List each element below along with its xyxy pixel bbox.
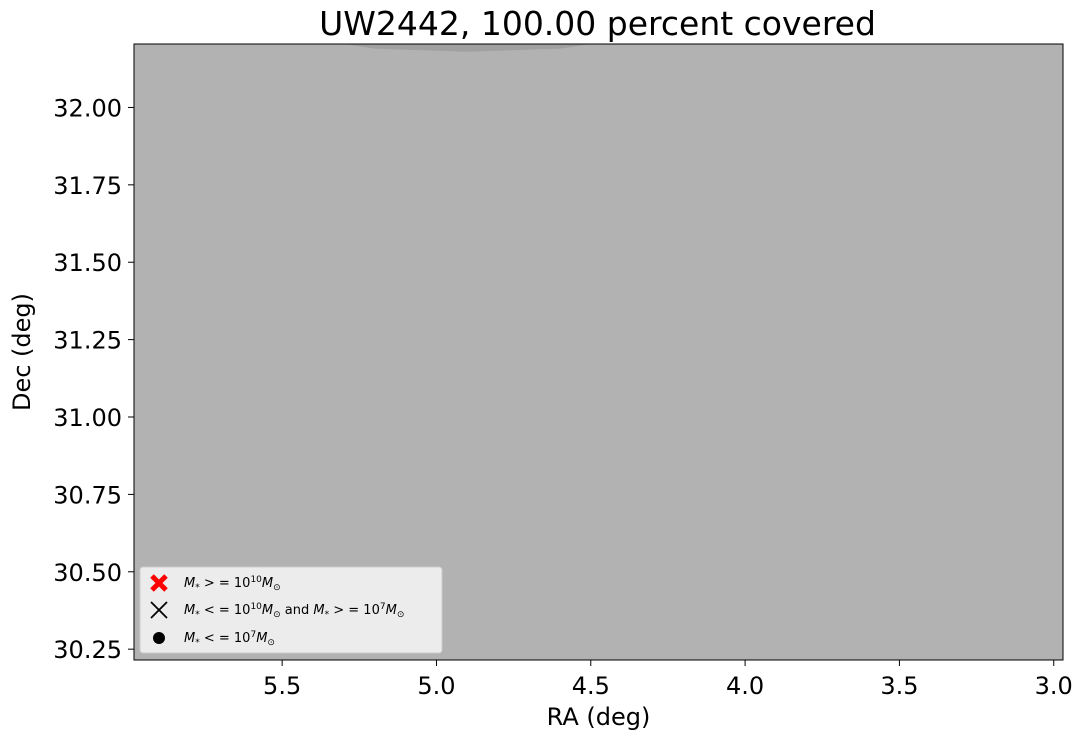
x-tick-label: 5.0 — [417, 672, 455, 700]
y-tick-label: 30.25 — [53, 636, 122, 664]
x-axis: 5.5 5.0 4.5 4.0 3.5 3.0 — [263, 660, 1073, 700]
plot-area — [133, 43, 1064, 661]
axes-frame — [133, 43, 1064, 661]
legend-marker-thin-x — [150, 601, 168, 619]
y-tick-label: 31.00 — [53, 404, 122, 432]
y-tick-label: 31.25 — [53, 327, 122, 355]
x-tick-label: 3.0 — [1035, 672, 1073, 700]
chart-title: UW2442, 100.00 percent covered — [319, 4, 876, 43]
legend-marker-dot — [153, 632, 165, 644]
legend-label: M* > = 1010M⊙ — [184, 575, 281, 593]
y-tick-label: 31.75 — [53, 172, 122, 200]
y-axis-label: Dec (deg) — [8, 293, 36, 411]
legend-label: M* < = 107M⊙ — [184, 630, 275, 648]
x-tick-label: 5.5 — [263, 672, 301, 700]
y-axis: 30.25 30.50 30.75 31.00 31.25 31.50 31.75 32.00 — [53, 94, 134, 664]
x-tick-label: 4.0 — [726, 672, 764, 700]
y-tick-label: 30.75 — [53, 481, 122, 509]
y-tick-label: 31.50 — [53, 249, 122, 277]
y-tick-label: 32.00 — [53, 94, 122, 122]
overlap-region — [343, 44, 591, 52]
coverage-region — [134, 44, 1063, 660]
x-tick-label: 4.5 — [572, 672, 610, 700]
legend: M* > = 1010M⊙ M* < = 1010M⊙ and M* > = 10… — [139, 566, 443, 654]
x-axis-label: RA (deg) — [547, 703, 651, 731]
x-tick-label: 3.5 — [880, 672, 918, 700]
legend-marker-red-thick-x — [150, 574, 168, 592]
legend-label: M* < = 1010M⊙ and M* > = 107M⊙ — [184, 602, 404, 620]
legend-box — [139, 566, 443, 654]
y-tick-label: 30.50 — [53, 559, 122, 587]
